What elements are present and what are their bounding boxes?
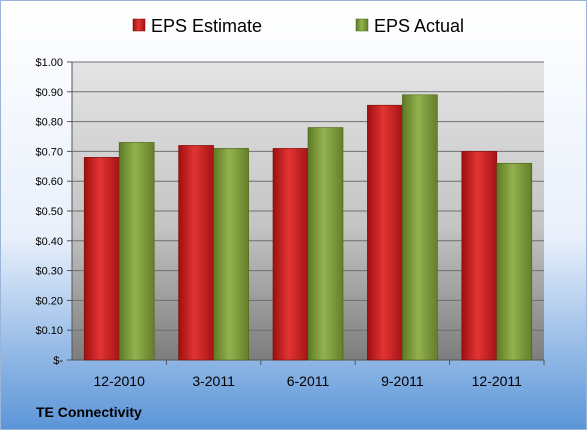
bar-eps-estimate (178, 145, 214, 361)
y-tick-label: $0.70 (35, 146, 63, 158)
legend-label-actual: EPS Actual (374, 16, 464, 36)
x-tick-label: 9-2011 (381, 373, 424, 389)
legend-swatch-actual (355, 18, 369, 32)
bar-eps-estimate (367, 104, 403, 361)
x-axis-tick-labels: 12-2010 3-2011 6-2011 9-2011 12-2011 (94, 360, 545, 389)
y-tick-label: $0.90 (35, 87, 63, 99)
bar-eps-actual (496, 163, 533, 361)
y-axis-tick-labels: $- $0.10 $0.20 $0.30 $0.40 $0.50 $0.60 $0.70 $0.… (35, 57, 63, 367)
bar-eps-estimate (83, 157, 120, 361)
y-tick-label: $0.60 (35, 176, 63, 188)
bar-eps-actual (307, 127, 344, 361)
legend-label-estimate: EPS Estimate (151, 16, 262, 36)
y-tick-label: $0.30 (35, 266, 63, 278)
legend: EPS Estimate EPS Actual (132, 16, 464, 36)
y-tick-label: $0.50 (35, 206, 63, 218)
y-tick-label: $0.20 (35, 295, 63, 307)
bar-eps-estimate (272, 148, 309, 361)
company-name: TE Connectivity (36, 404, 142, 420)
legend-swatch-estimate (132, 18, 146, 32)
y-tick-label: $0.80 (35, 117, 63, 129)
bar-eps-estimate (461, 151, 498, 361)
bar-eps-actual (402, 94, 438, 361)
y-tick-label: $0.40 (35, 236, 63, 248)
x-tick-label: 12-2011 (472, 373, 523, 389)
x-tick-label: 12-2010 (94, 373, 146, 389)
x-tick-label: 3-2011 (192, 373, 235, 389)
y-tick-label: $- (53, 355, 63, 367)
y-tick-label: $0.10 (35, 325, 63, 337)
bar-eps-actual (118, 142, 155, 361)
bars (83, 94, 533, 361)
bar-eps-actual (213, 148, 249, 361)
x-tick-label: 6-2011 (287, 373, 330, 389)
y-tick-label: $1.00 (35, 57, 63, 69)
